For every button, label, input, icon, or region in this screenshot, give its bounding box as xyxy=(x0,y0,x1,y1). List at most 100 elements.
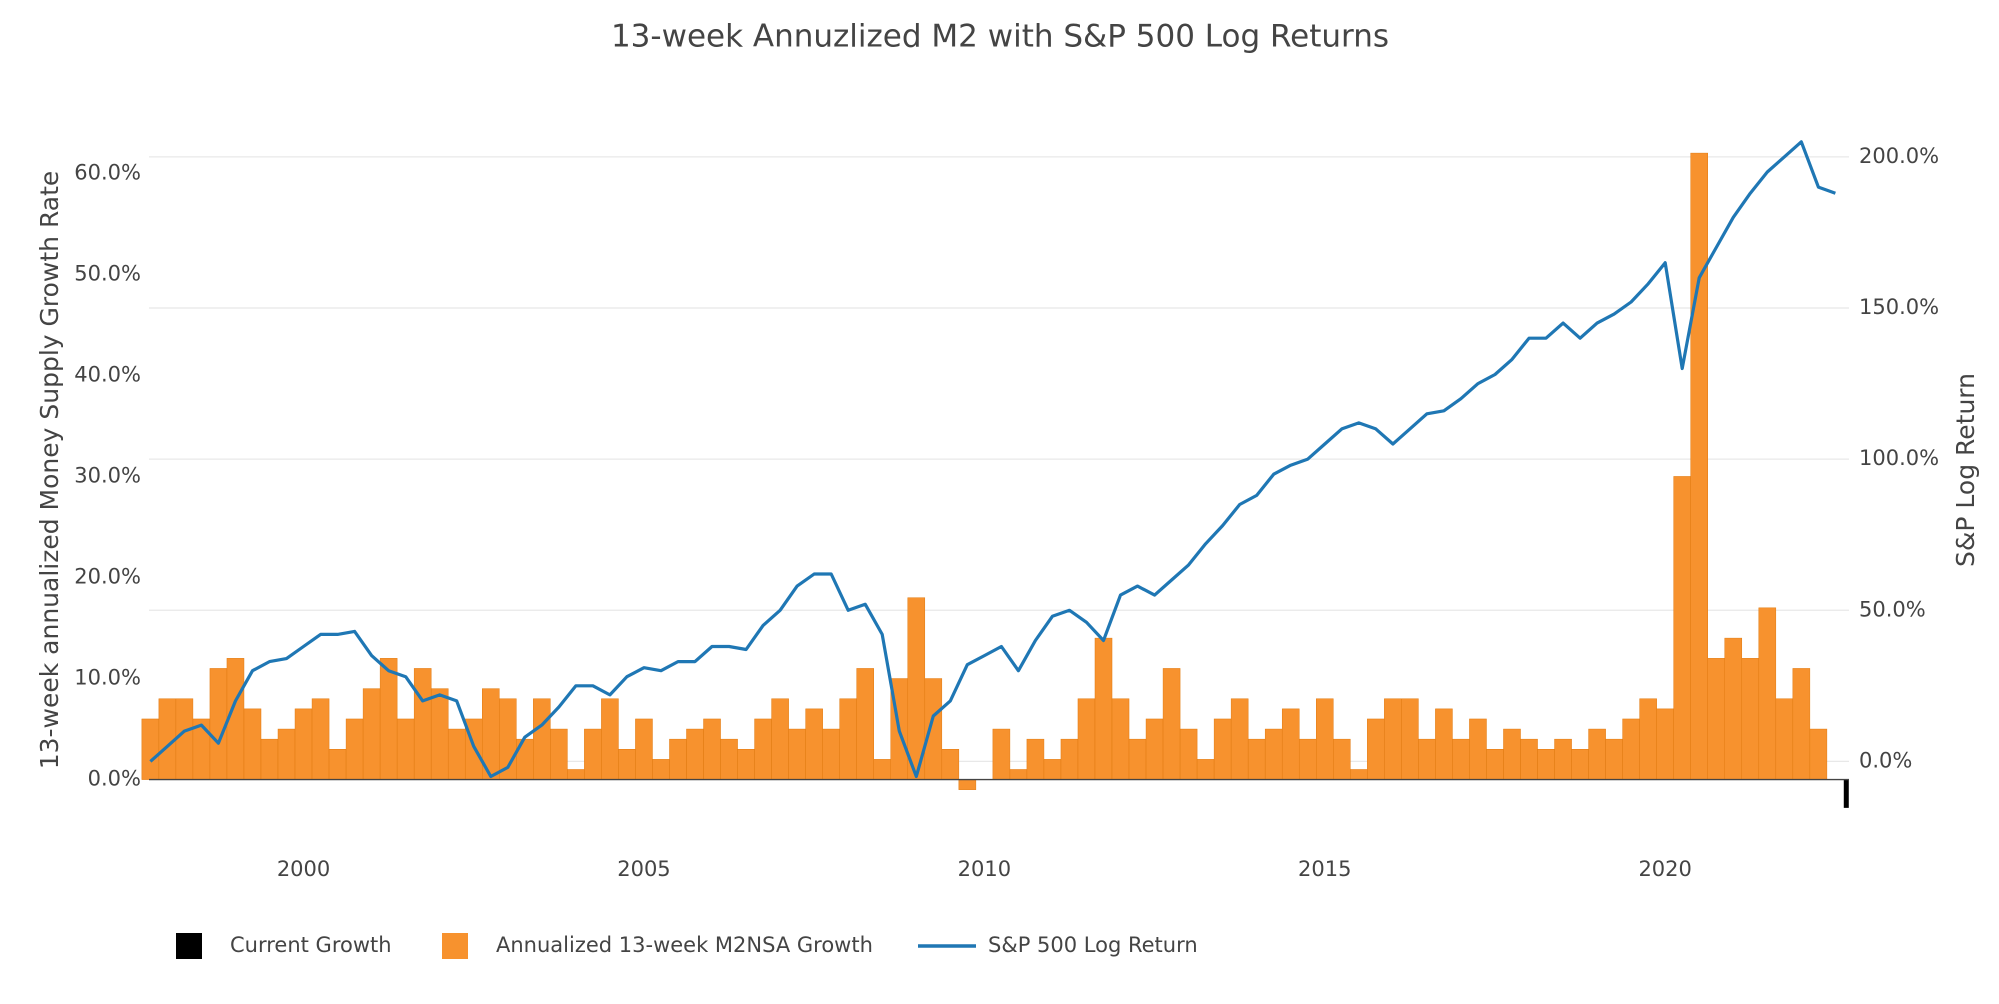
bar xyxy=(1298,738,1317,780)
bar xyxy=(1605,738,1623,780)
y-tick-label: 10.0% xyxy=(74,666,141,690)
bar xyxy=(805,708,823,780)
bar xyxy=(720,738,738,780)
bar xyxy=(839,698,857,780)
bar xyxy=(601,698,619,780)
bar xyxy=(584,728,602,780)
bar xyxy=(1673,476,1691,780)
bar xyxy=(1316,698,1334,780)
bar xyxy=(1162,668,1181,780)
bar xyxy=(1247,738,1266,780)
bar xyxy=(311,698,330,780)
legend-label: Current Growth xyxy=(230,933,392,957)
bar xyxy=(1094,637,1113,780)
bar xyxy=(413,668,432,780)
x-tick-label: 2005 xyxy=(617,857,670,881)
bar xyxy=(430,688,449,780)
bar xyxy=(1469,718,1487,780)
bar xyxy=(277,728,296,780)
bar xyxy=(379,658,398,780)
bar xyxy=(175,698,194,780)
y2-tick-label: 200.0% xyxy=(1859,144,1939,168)
legend-label: S&P 500 Log Return xyxy=(988,933,1198,957)
y2-axis-title: S&P Log Return xyxy=(1951,373,1980,567)
bar xyxy=(396,718,415,780)
bar xyxy=(1230,698,1249,780)
y2-tick-label: 150.0% xyxy=(1859,295,1939,319)
line xyxy=(149,140,1836,779)
bar xyxy=(941,749,960,780)
bar xyxy=(1809,728,1828,780)
bar xyxy=(328,749,347,780)
bar xyxy=(754,718,772,780)
x-tick-label: 2000 xyxy=(277,857,330,881)
y-tick-label: 50.0% xyxy=(74,261,141,285)
bar xyxy=(1060,738,1079,780)
bar xyxy=(1077,698,1096,780)
bar xyxy=(771,698,789,780)
bar xyxy=(924,678,943,780)
y-tick-label: 20.0% xyxy=(74,564,141,588)
bar xyxy=(873,759,892,780)
bar xyxy=(1418,738,1436,780)
bar xyxy=(209,668,228,780)
y-axis-title: 13-week annualized Money Supply Growth R… xyxy=(35,171,64,770)
bar xyxy=(618,749,636,780)
y2-tick-label: 0.0% xyxy=(1859,748,1912,772)
bar xyxy=(1503,728,1521,780)
bar xyxy=(1741,658,1760,780)
bar xyxy=(1622,718,1640,780)
bar xyxy=(550,728,568,780)
bar xyxy=(1009,769,1028,780)
bar xyxy=(1179,728,1198,780)
bar xyxy=(447,728,466,780)
bar xyxy=(1486,749,1504,780)
bar xyxy=(1128,738,1147,780)
bar xyxy=(1656,708,1674,780)
bar xyxy=(362,688,381,780)
chart-title: 13-week Annuzlized M2 with S&P 500 Log R… xyxy=(611,19,1389,55)
x-tick-label: 2010 xyxy=(958,857,1011,881)
bar xyxy=(1452,738,1470,780)
bar xyxy=(345,718,364,780)
bar xyxy=(1775,698,1794,780)
legend-swatch xyxy=(176,933,202,959)
bar xyxy=(1435,708,1453,780)
bar xyxy=(788,728,806,780)
bar xyxy=(294,708,313,780)
bar xyxy=(669,738,687,780)
bar xyxy=(1145,718,1164,780)
y2-tick-label: 50.0% xyxy=(1859,597,1926,621)
legend-swatch xyxy=(442,933,468,959)
bar xyxy=(1724,637,1743,780)
legend-label: Annualized 13-week M2NSA Growth xyxy=(496,933,873,957)
bar xyxy=(141,718,160,780)
y-tick-label: 40.0% xyxy=(74,362,141,386)
y-tick-label: 30.0% xyxy=(74,463,141,487)
bar xyxy=(1707,658,1726,780)
bar xyxy=(703,718,721,780)
bar xyxy=(1537,749,1555,780)
bar xyxy=(1264,728,1283,780)
bar xyxy=(1196,759,1215,780)
x-tick-label: 2020 xyxy=(1638,857,1691,881)
bar xyxy=(1520,738,1538,780)
x-tick-label: 2015 xyxy=(1298,857,1351,881)
bar xyxy=(1026,738,1045,780)
bar xyxy=(1639,698,1657,780)
bar xyxy=(1213,718,1232,780)
bar xyxy=(1333,738,1351,780)
bar xyxy=(992,728,1011,780)
y2-tick-label: 100.0% xyxy=(1859,446,1939,470)
bar xyxy=(1571,749,1589,780)
bar xyxy=(1401,698,1419,780)
bar xyxy=(533,698,551,780)
bar xyxy=(1111,698,1130,780)
bar xyxy=(1792,668,1811,780)
bar xyxy=(243,708,262,780)
bar xyxy=(1554,738,1572,780)
bar xyxy=(958,779,977,790)
bar xyxy=(1367,718,1385,780)
y-tick-label: 0.0% xyxy=(88,767,141,791)
